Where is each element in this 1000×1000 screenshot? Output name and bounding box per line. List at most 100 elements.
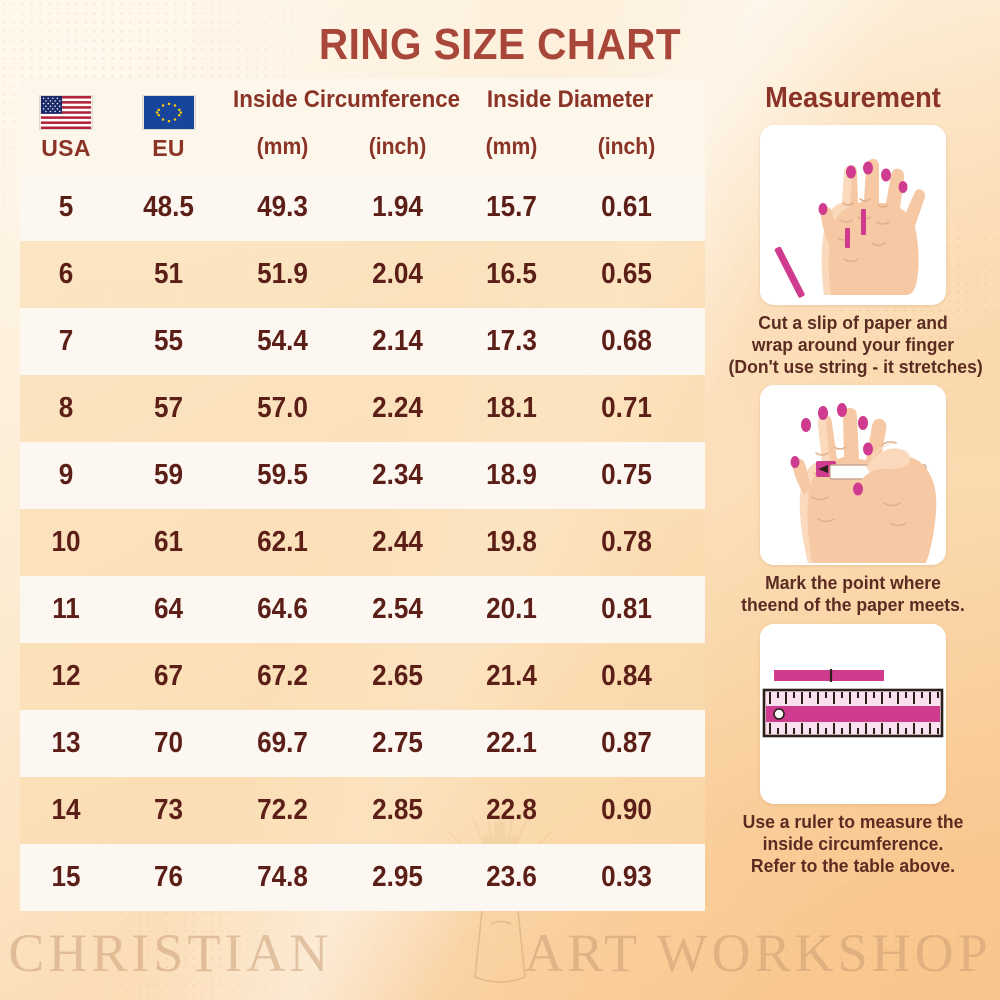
cell-diam-inch: 0.78	[601, 526, 652, 558]
table-row: 15 76 74.8 2.95 23.6 0.93	[20, 844, 705, 911]
eu-flag-icon	[141, 95, 196, 130]
cell-diam-mm: 23.6	[486, 861, 537, 893]
usa-flag-icon	[39, 95, 93, 130]
step-3-caption: Use a ruler to measure the inside circum…	[729, 811, 978, 876]
page-title: RING SIZE CHART	[318, 20, 682, 69]
cell-usa: 8	[58, 392, 74, 424]
table-row: 10 61 62.1 2.44 19.8 0.78	[20, 509, 705, 576]
cell-circ-inch: 2.24	[372, 392, 423, 424]
step-2-caption-line-2: theend of the paper meets.	[741, 594, 965, 616]
step-1-caption-line-1: Cut a slip of paper and	[758, 312, 948, 333]
cell-circ-mm: 54.4	[257, 325, 308, 357]
ring-size-table: Inside Circumference Inside Diameter	[20, 78, 705, 911]
step-2-caption: Mark the point where theend of the paper…	[729, 572, 978, 616]
table-row: 9 59 59.5 2.34 18.9 0.75	[20, 442, 705, 509]
table-row: 8 57 57.0 2.24 18.1 0.71	[20, 375, 705, 442]
table-header-row: Inside Circumference Inside Diameter	[20, 78, 705, 174]
header-cell-usa: USA	[20, 95, 112, 174]
step-1-caption-line-3: (Don't use string - it stretches)	[728, 355, 983, 377]
cell-usa: 14	[51, 794, 81, 826]
table-row: 13 70 69.7 2.75 22.1 0.87	[20, 710, 705, 777]
cell-diam-inch: 0.75	[601, 459, 652, 491]
measurement-section: Measurement	[722, 82, 984, 885]
cell-eu: 67	[153, 660, 184, 692]
cell-diam-mm: 18.1	[486, 392, 537, 424]
measurement-step-1: Cut a slip of paper and wrap around your…	[722, 125, 984, 377]
cell-circ-mm: 62.1	[257, 526, 308, 558]
cell-circ-inch: 2.75	[372, 727, 423, 759]
measurement-step-3: Use a ruler to measure the inside circum…	[722, 624, 984, 876]
step-2-caption-line-1: Mark the point where	[765, 572, 941, 594]
cell-diam-mm: 22.1	[486, 727, 537, 759]
table-row: 7 55 54.4 2.14 17.3 0.68	[20, 308, 705, 375]
hand-with-paper-strip-icon	[760, 125, 946, 305]
cell-circ-mm: 49.3	[257, 191, 308, 223]
cell-eu: 76	[153, 861, 184, 893]
cell-usa: 12	[51, 660, 81, 692]
cell-eu: 51	[153, 258, 184, 290]
measurement-step-2: Mark the point where theend of the paper…	[722, 385, 984, 616]
watermark-text-left: CHRISTIAN	[8, 923, 333, 983]
cell-eu: 61	[153, 526, 184, 558]
table-row: 12 67 67.2 2.65 21.4 0.84	[20, 643, 705, 710]
cell-usa: 10	[51, 526, 81, 558]
header-cell-diam-mm: (mm)	[485, 133, 538, 159]
cell-diam-inch: 0.93	[601, 861, 652, 893]
cell-diam-inch: 0.61	[601, 191, 652, 223]
header-cell-diam-inch: (inch)	[597, 133, 656, 159]
step-1-caption: Cut a slip of paper and wrap around your…	[728, 312, 983, 377]
cell-diam-inch: 0.84	[601, 660, 652, 692]
cell-diam-mm: 22.8	[486, 794, 537, 826]
table-row: 6 51 51.9 2.04 16.5 0.65	[20, 241, 705, 308]
cell-eu: 64	[153, 593, 184, 625]
cell-diam-mm: 15.7	[486, 191, 537, 223]
cell-circ-mm: 51.9	[257, 258, 308, 290]
cell-diam-inch: 0.71	[601, 392, 652, 424]
cell-circ-mm: 64.6	[257, 593, 308, 625]
step-1-caption-line-2: wrap around your finger	[751, 333, 955, 355]
cell-usa: 11	[52, 593, 80, 625]
cell-usa: 5	[58, 191, 74, 223]
cell-diam-mm: 20.1	[486, 593, 537, 625]
header-label-eu: EU	[152, 135, 185, 161]
cell-circ-mm: 72.2	[257, 794, 308, 826]
cell-usa: 9	[58, 459, 74, 491]
cell-usa: 7	[58, 325, 74, 357]
cell-diam-inch: 0.81	[601, 593, 652, 625]
cell-circ-mm: 69.7	[257, 727, 308, 759]
cell-circ-mm: 57.0	[257, 392, 308, 424]
table-row: 5 48.5 49.3 1.94 15.7 0.61	[20, 174, 705, 241]
column-group-circumference: Inside Circumference	[233, 86, 461, 113]
cell-circ-mm: 59.5	[257, 459, 308, 491]
cell-eu: 48.5	[143, 191, 194, 223]
cell-circ-inch: 2.44	[372, 526, 423, 558]
cell-diam-inch: 0.87	[601, 727, 652, 759]
cell-circ-inch: 2.95	[372, 861, 423, 893]
cell-circ-inch: 2.04	[372, 258, 423, 290]
step-3-caption-line-1: Use a ruler to measure the	[742, 811, 964, 833]
cell-circ-mm: 74.8	[257, 861, 308, 893]
cell-eu: 70	[153, 727, 184, 759]
cell-usa: 6	[58, 258, 74, 290]
cell-eu: 59	[153, 459, 184, 491]
cell-circ-inch: 2.34	[372, 459, 423, 491]
cell-eu: 55	[153, 325, 184, 357]
step-3-illustration-card	[760, 624, 946, 805]
step-3-caption-line-3: Refer to the table above.	[750, 854, 956, 876]
step-3-caption-line-2: inside circumference.	[762, 832, 944, 854]
table-row: 11 64 64.6 2.54 20.1 0.81	[20, 576, 705, 643]
cell-circ-inch: 2.14	[372, 325, 423, 357]
cell-circ-inch: 2.65	[372, 660, 423, 692]
cell-circ-mm: 67.2	[257, 660, 308, 692]
cell-circ-inch: 1.94	[372, 191, 423, 223]
ruler-measuring-strip-icon	[760, 624, 946, 805]
header-cell-circ-inch: (inch)	[368, 133, 427, 159]
step-2-illustration-card	[760, 385, 946, 566]
measurement-title: Measurement	[765, 82, 941, 114]
cell-diam-mm: 18.9	[486, 459, 537, 491]
cell-circ-inch: 2.85	[372, 794, 423, 826]
header-cell-eu: EU	[112, 95, 225, 174]
cell-circ-inch: 2.54	[372, 593, 423, 625]
step-1-illustration-card	[760, 125, 946, 305]
cell-diam-mm: 21.4	[486, 660, 537, 692]
